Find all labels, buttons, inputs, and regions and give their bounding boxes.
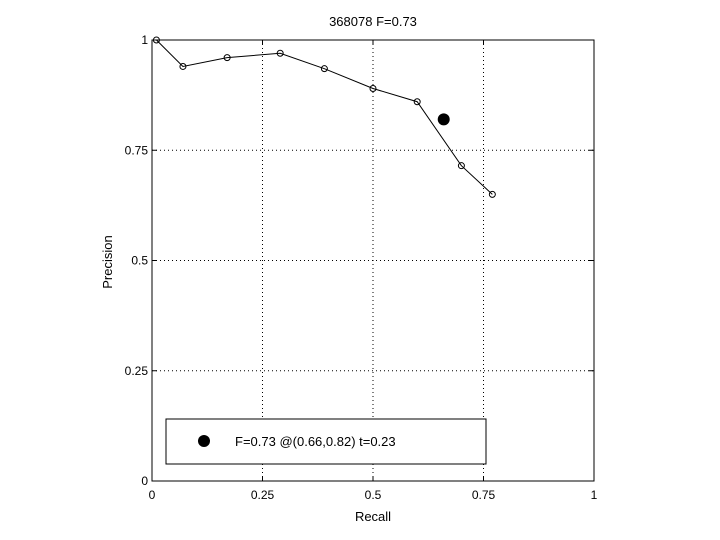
legend-marker xyxy=(198,435,210,447)
grid-lines xyxy=(152,40,594,481)
data-series xyxy=(152,36,496,198)
x-axis-label: Recall xyxy=(355,509,391,524)
data-point xyxy=(488,190,496,198)
chart-title: 368078 F=0.73 xyxy=(329,14,417,29)
data-point xyxy=(369,85,377,93)
legend-label: F=0.73 @(0.66,0.82) t=0.23 xyxy=(235,434,396,449)
axis-ticks: 0 0.25 0.5 0.75 1 0 0.25 0.5 0.75 1 xyxy=(125,33,598,502)
y-tick-label: 0 xyxy=(141,474,148,488)
x-tick-label: 1 xyxy=(591,488,598,502)
data-point xyxy=(276,49,284,57)
x-tick-label: 0 xyxy=(149,488,156,502)
legend-box xyxy=(165,418,487,465)
y-tick-label: 0.75 xyxy=(125,143,149,157)
data-point xyxy=(223,54,231,62)
data-point xyxy=(457,162,465,170)
data-point xyxy=(152,36,160,44)
y-axis-label: Precision xyxy=(100,235,115,288)
x-tick-label: 0.5 xyxy=(365,488,382,502)
y-tick-label: 0.25 xyxy=(125,364,149,378)
legend: F=0.73 @(0.66,0.82) t=0.23 xyxy=(165,418,487,465)
data-point xyxy=(413,98,421,106)
y-tick-label: 0.5 xyxy=(131,254,148,268)
best-f-point xyxy=(437,113,450,126)
x-tick-label: 0.75 xyxy=(472,488,496,502)
x-tick-label: 0.25 xyxy=(251,488,275,502)
series-line xyxy=(156,39,493,195)
y-tick-label: 1 xyxy=(141,33,148,47)
data-point xyxy=(179,62,187,70)
data-point xyxy=(320,65,328,73)
